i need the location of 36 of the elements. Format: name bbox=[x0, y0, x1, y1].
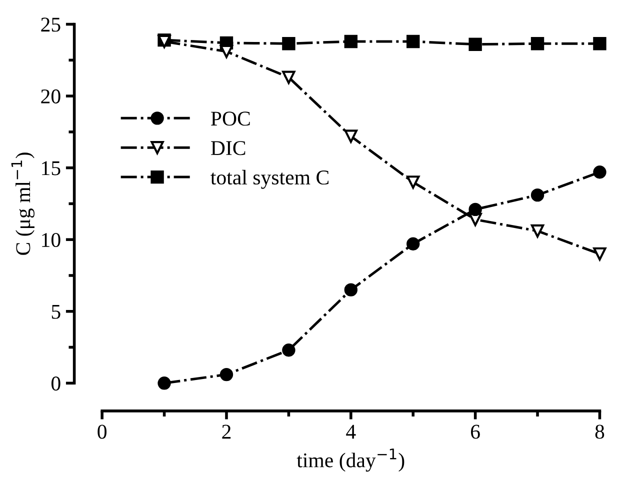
point bbox=[406, 176, 420, 189]
y-tick-label: 5 bbox=[52, 304, 60, 319]
point bbox=[406, 237, 420, 250]
point bbox=[344, 34, 358, 48]
point bbox=[282, 70, 296, 84]
point bbox=[158, 376, 171, 390]
point bbox=[344, 283, 358, 296]
legend-label: POC bbox=[211, 112, 250, 126]
x-tick-label: 0 bbox=[98, 424, 106, 439]
point bbox=[593, 37, 606, 50]
point bbox=[530, 37, 544, 50]
x-tick-label: 4 bbox=[346, 424, 356, 439]
point bbox=[530, 188, 544, 202]
x-tick-label: 6 bbox=[470, 424, 480, 439]
y-tick-label: 20 bbox=[41, 89, 60, 104]
point bbox=[530, 224, 544, 238]
x-tick-label: 8 bbox=[595, 424, 604, 439]
y-tick-label: 25 bbox=[41, 18, 60, 32]
x-tick-label: 2 bbox=[222, 424, 231, 439]
y-tick-label: 15 bbox=[42, 161, 60, 176]
legend-label: DIC bbox=[211, 141, 246, 156]
point bbox=[468, 202, 482, 216]
x-axis-title: time (day$^{−1}$) bbox=[296, 448, 404, 472]
y-axis-title: C (μg ml$^{−1}$) bbox=[11, 152, 34, 255]
y-tick-label: 0 bbox=[51, 376, 60, 391]
point bbox=[282, 37, 296, 50]
y-tick-label: 10 bbox=[42, 232, 60, 248]
point bbox=[593, 166, 606, 179]
point bbox=[344, 130, 358, 143]
point bbox=[593, 247, 606, 261]
point bbox=[220, 44, 234, 58]
point bbox=[406, 34, 420, 48]
point bbox=[282, 344, 296, 357]
point bbox=[220, 368, 234, 382]
legend-label: total system C bbox=[210, 170, 328, 189]
point bbox=[468, 38, 482, 51]
